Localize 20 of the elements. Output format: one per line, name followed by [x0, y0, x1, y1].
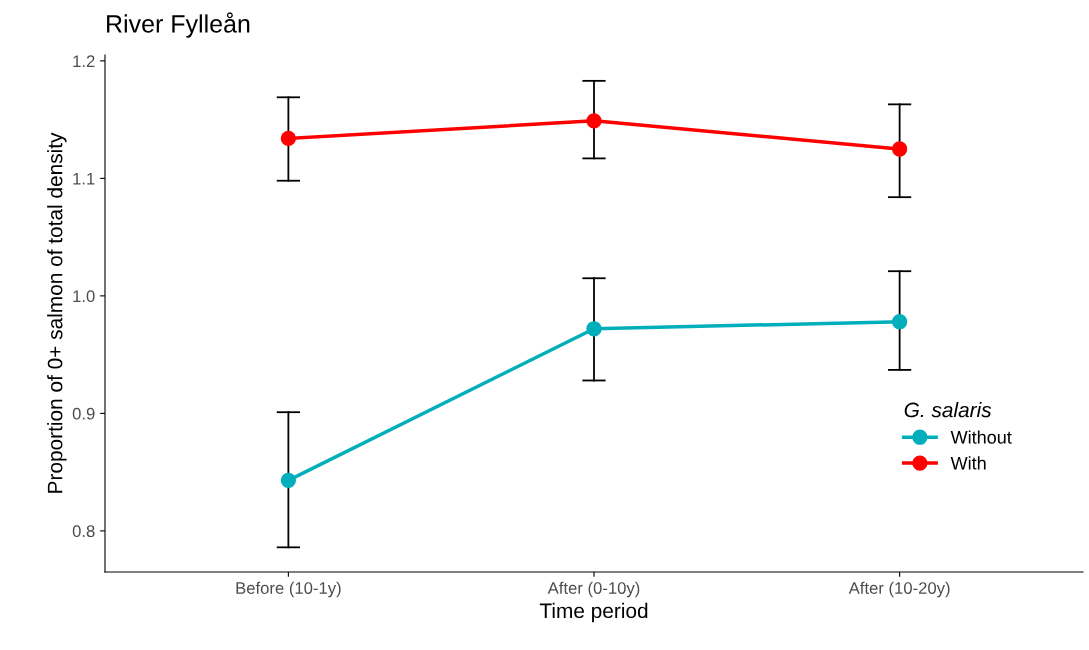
- y-tick-label: 1.1: [73, 172, 95, 185]
- y-tick-label: 1.0: [73, 290, 95, 303]
- legend-label: With: [950, 456, 986, 470]
- y-tick-label: 0.8: [72, 525, 95, 538]
- x-tick-label: After (0-10y): [547, 581, 640, 598]
- legend-label: Without: [950, 430, 1012, 444]
- point: [280, 130, 297, 147]
- point: [891, 141, 908, 157]
- chart-title: River Fylleån: [107, 12, 250, 38]
- x-tick-label: Before (10-1y): [236, 581, 341, 598]
- y-tick-label: 1.2: [73, 55, 95, 67]
- point: [586, 321, 602, 337]
- point: [586, 113, 602, 129]
- legend-title: G. salaris: [904, 402, 992, 418]
- x-axis-title: Time period: [539, 602, 648, 623]
- y-tick-label: 0.9: [72, 407, 95, 420]
- x-tick-label: After (10-20y): [848, 581, 950, 598]
- point: [280, 472, 297, 488]
- point: [891, 314, 908, 330]
- y-axis-title: Proportion of 0+ salmon of total density: [47, 132, 67, 493]
